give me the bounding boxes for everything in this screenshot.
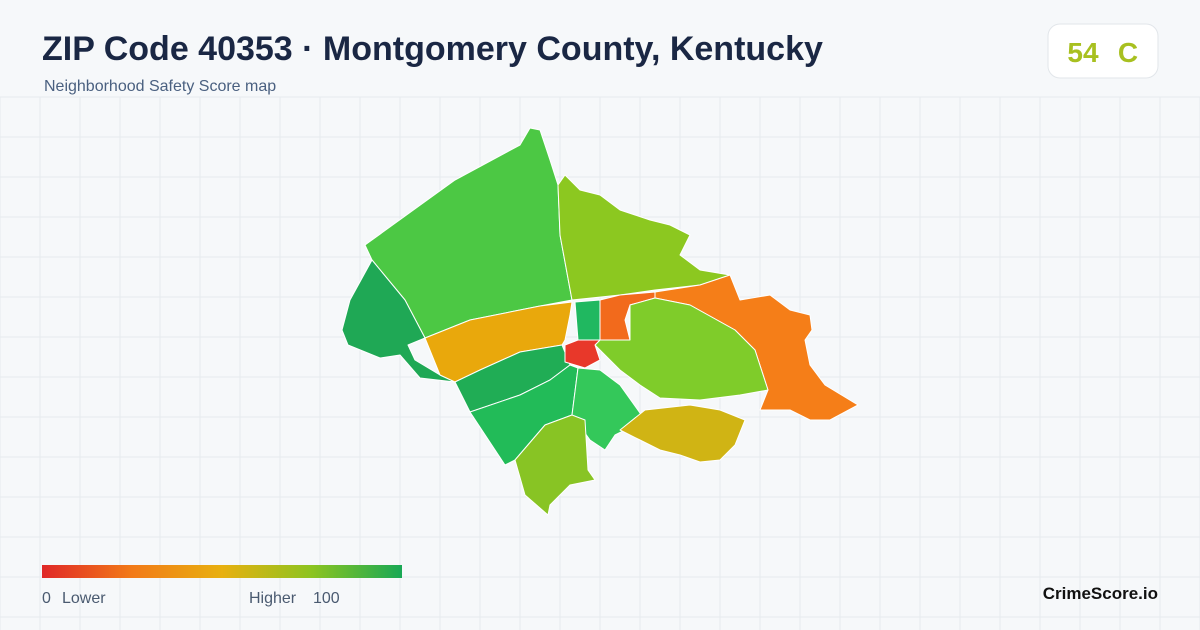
map	[341, 127, 859, 516]
score-badge	[1047, 23, 1159, 79]
map-region	[341, 259, 456, 383]
legend-min: 0	[42, 590, 51, 607]
map-region	[514, 414, 596, 516]
legend-max: 100	[313, 590, 340, 607]
map-region	[619, 404, 746, 463]
map-region	[574, 299, 601, 341]
score-value: 54	[1067, 37, 1099, 68]
legend-scale	[42, 565, 402, 578]
background-grid	[0, 96, 1200, 630]
brand: CrimeScore.io	[1043, 584, 1158, 603]
legend-max-label: Higher	[249, 590, 297, 607]
map-region	[557, 174, 731, 301]
legend-min-label: Lower	[62, 590, 106, 607]
map-region	[424, 301, 573, 383]
title: ZIP Code 40353 · Montgomery County, Kent…	[42, 30, 823, 68]
subtitle: Neighborhood Safety Score map	[44, 78, 276, 95]
map-region	[564, 339, 601, 369]
score-grade: C	[1118, 37, 1138, 68]
